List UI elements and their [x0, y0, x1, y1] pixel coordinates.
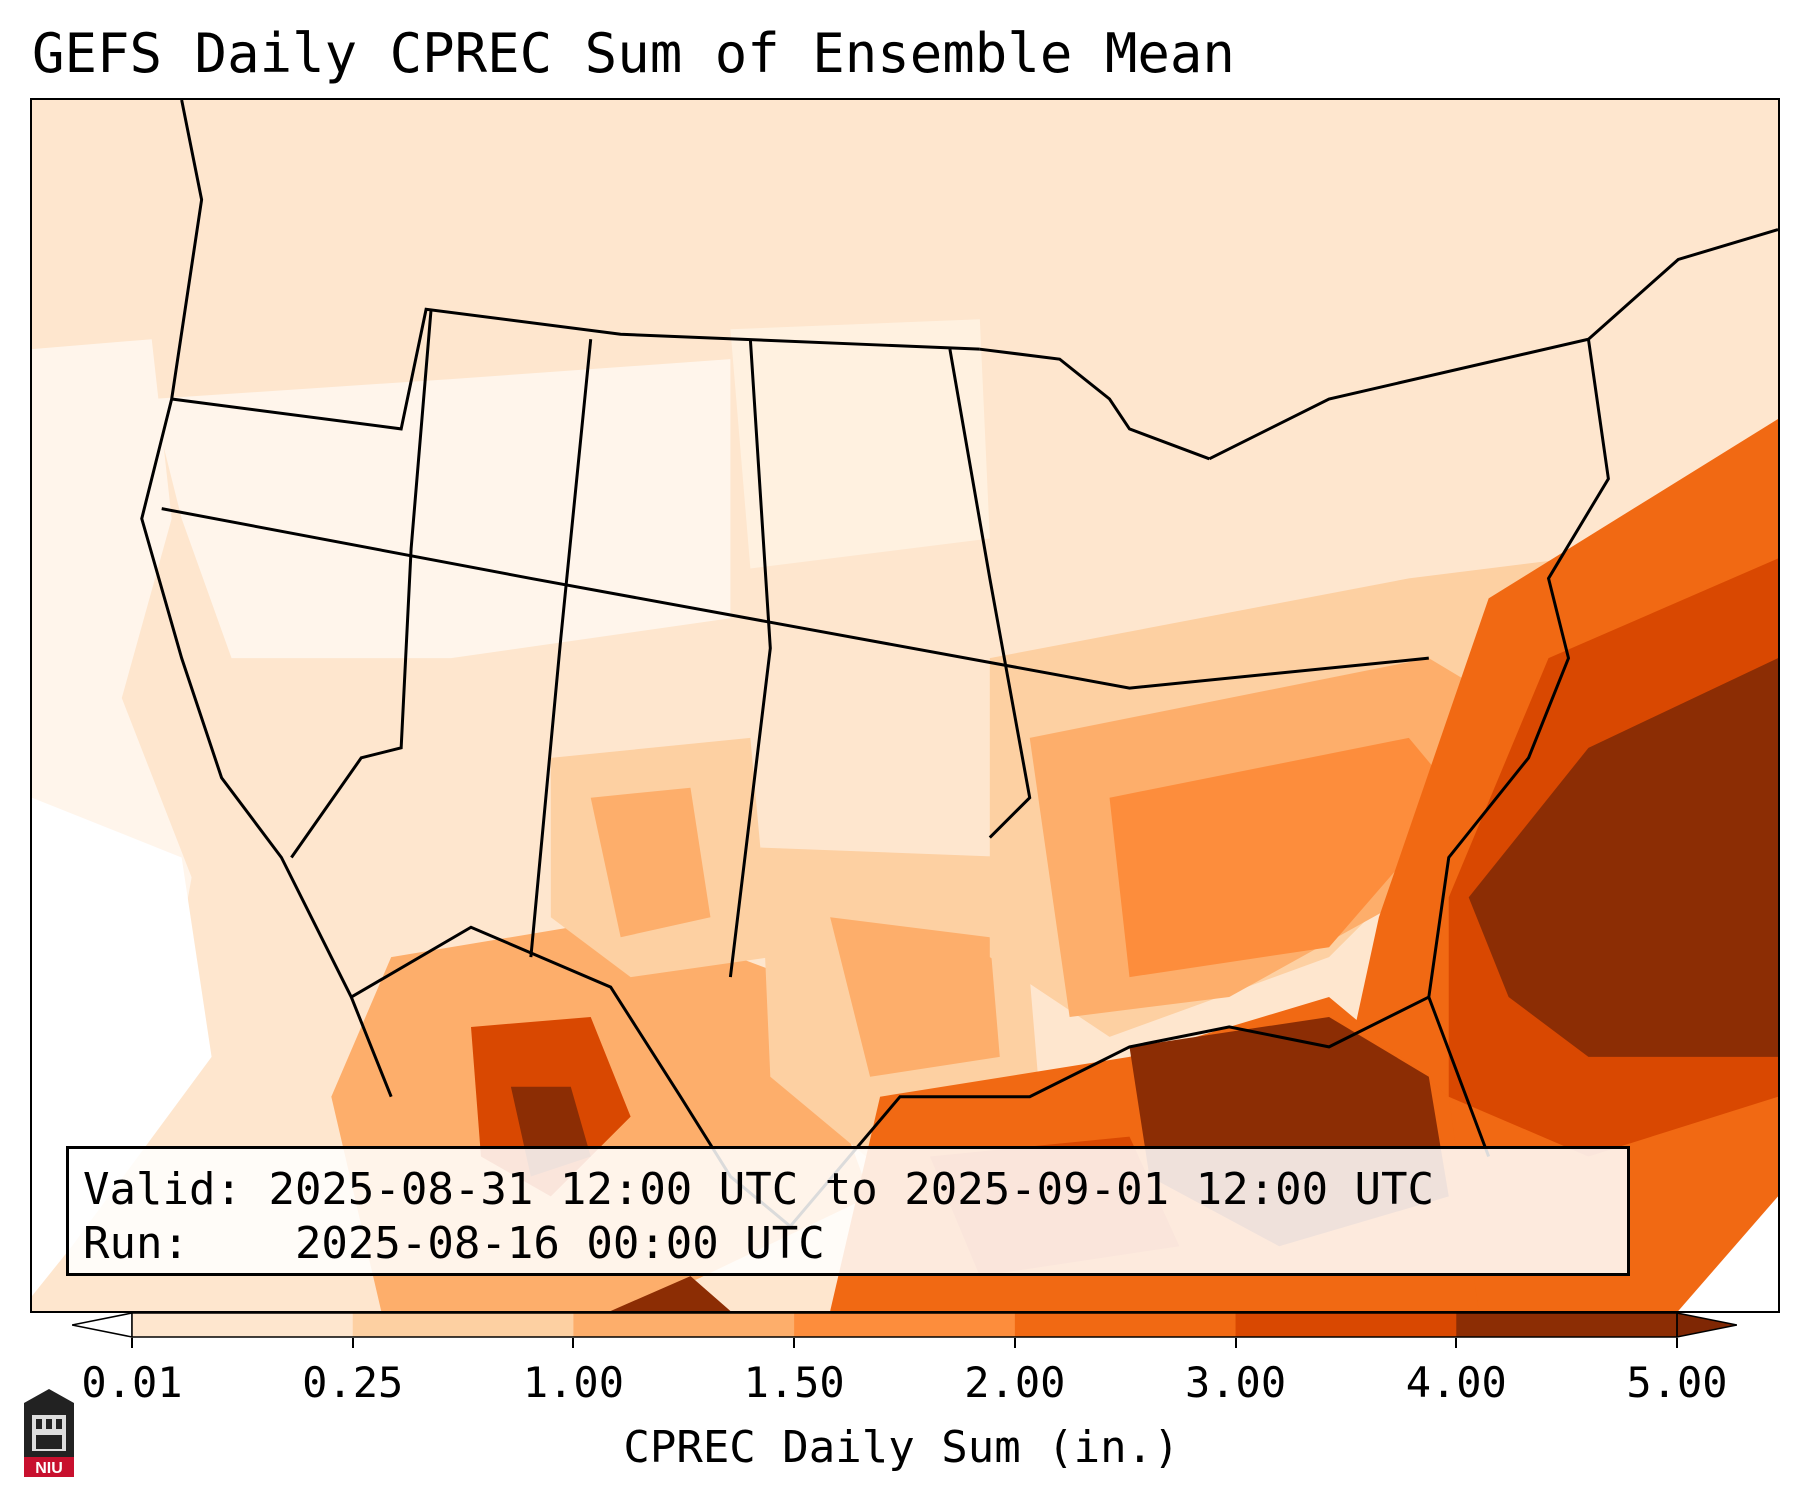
colorbar-tick-mark: [572, 1338, 575, 1348]
state-line-central: [948, 348, 1032, 839]
valid-text: 2025-08-31 12:00 UTC to 2025-09-01 12:00…: [268, 1164, 1435, 1215]
colorbar-tick-label: 0.25: [302, 1358, 404, 1407]
colorbar: [72, 1312, 1737, 1338]
colorbar-tick-mark: [1234, 1338, 1237, 1348]
colorbar-segment: [1235, 1313, 1457, 1337]
run-text: 2025-08-16 00:00 UTC: [294, 1218, 825, 1269]
colorbar-tick-label: 3.00: [1184, 1358, 1287, 1407]
colorbar-segment: [1456, 1313, 1678, 1337]
colorbar-over-extension: [1676, 1312, 1737, 1338]
colorbar-tick-mark: [351, 1338, 354, 1348]
colorbar-frame: [131, 1312, 1678, 1338]
east-coastline: [1427, 338, 1610, 1158]
niu-logo-text: NIU: [35, 1460, 63, 1477]
precipitation-map: [30, 98, 1780, 1313]
colorbar-tick-label: 0.01: [81, 1358, 183, 1407]
map-canvas: [32, 100, 1778, 1311]
colorbar-tick-mark: [1676, 1338, 1678, 1348]
colorbar-tick-label: 4.00: [1405, 1358, 1507, 1407]
map-boundaries: [140, 100, 1778, 1229]
colorbar-segment: [352, 1313, 574, 1337]
map-title: GEFS Daily CPREC Sum of Ensemble Mean: [32, 22, 1235, 85]
colorbar-segment: [573, 1313, 795, 1337]
great-lakes-shore: [979, 347, 1210, 461]
colorbar-label: CPREC Daily Sum (in.): [623, 1422, 1180, 1473]
state-line-west: [290, 309, 433, 859]
west-coastline: [140, 100, 393, 1098]
run-row: Run: 2025-08-16 00:00 UTC: [83, 1217, 1627, 1271]
colorbar-tick-label: 2.00: [964, 1358, 1066, 1407]
colorbar-segment: [132, 1313, 354, 1337]
run-label: Run:: [83, 1218, 189, 1269]
colorbar-tick-mark: [793, 1338, 796, 1348]
colorbar-tick-mark: [1455, 1338, 1458, 1348]
colorbar-ticks: 0.01 0.25 1.00 1.50 2.00 3.00 4.00 5.00: [0, 1338, 1803, 1407]
state-line-plains: [728, 339, 772, 978]
valid-row: Valid: 2025-08-31 12:00 UTC to 2025-09-0…: [83, 1163, 1627, 1217]
valid-label: Valid:: [83, 1164, 242, 1215]
colorbar-under-extension: [72, 1312, 133, 1338]
colorbar-segment: [794, 1313, 1016, 1337]
northern-border: [171, 307, 980, 431]
state-line-mountain: [529, 339, 593, 958]
niu-logo: NIU: [24, 1389, 74, 1477]
colorbar-tick-label: 1.00: [522, 1358, 624, 1407]
colorbar-tick-label: 5.00: [1626, 1358, 1728, 1407]
colorbar-tick-label: 1.50: [743, 1358, 845, 1407]
state-line-mid: [161, 507, 1429, 690]
colorbar-tick-mark: [1013, 1338, 1016, 1348]
validity-info-box: Valid: 2025-08-31 12:00 UTC to 2025-09-0…: [66, 1146, 1630, 1276]
colorbar-segment: [1014, 1313, 1237, 1337]
colorbar-tick-mark: [131, 1338, 133, 1348]
